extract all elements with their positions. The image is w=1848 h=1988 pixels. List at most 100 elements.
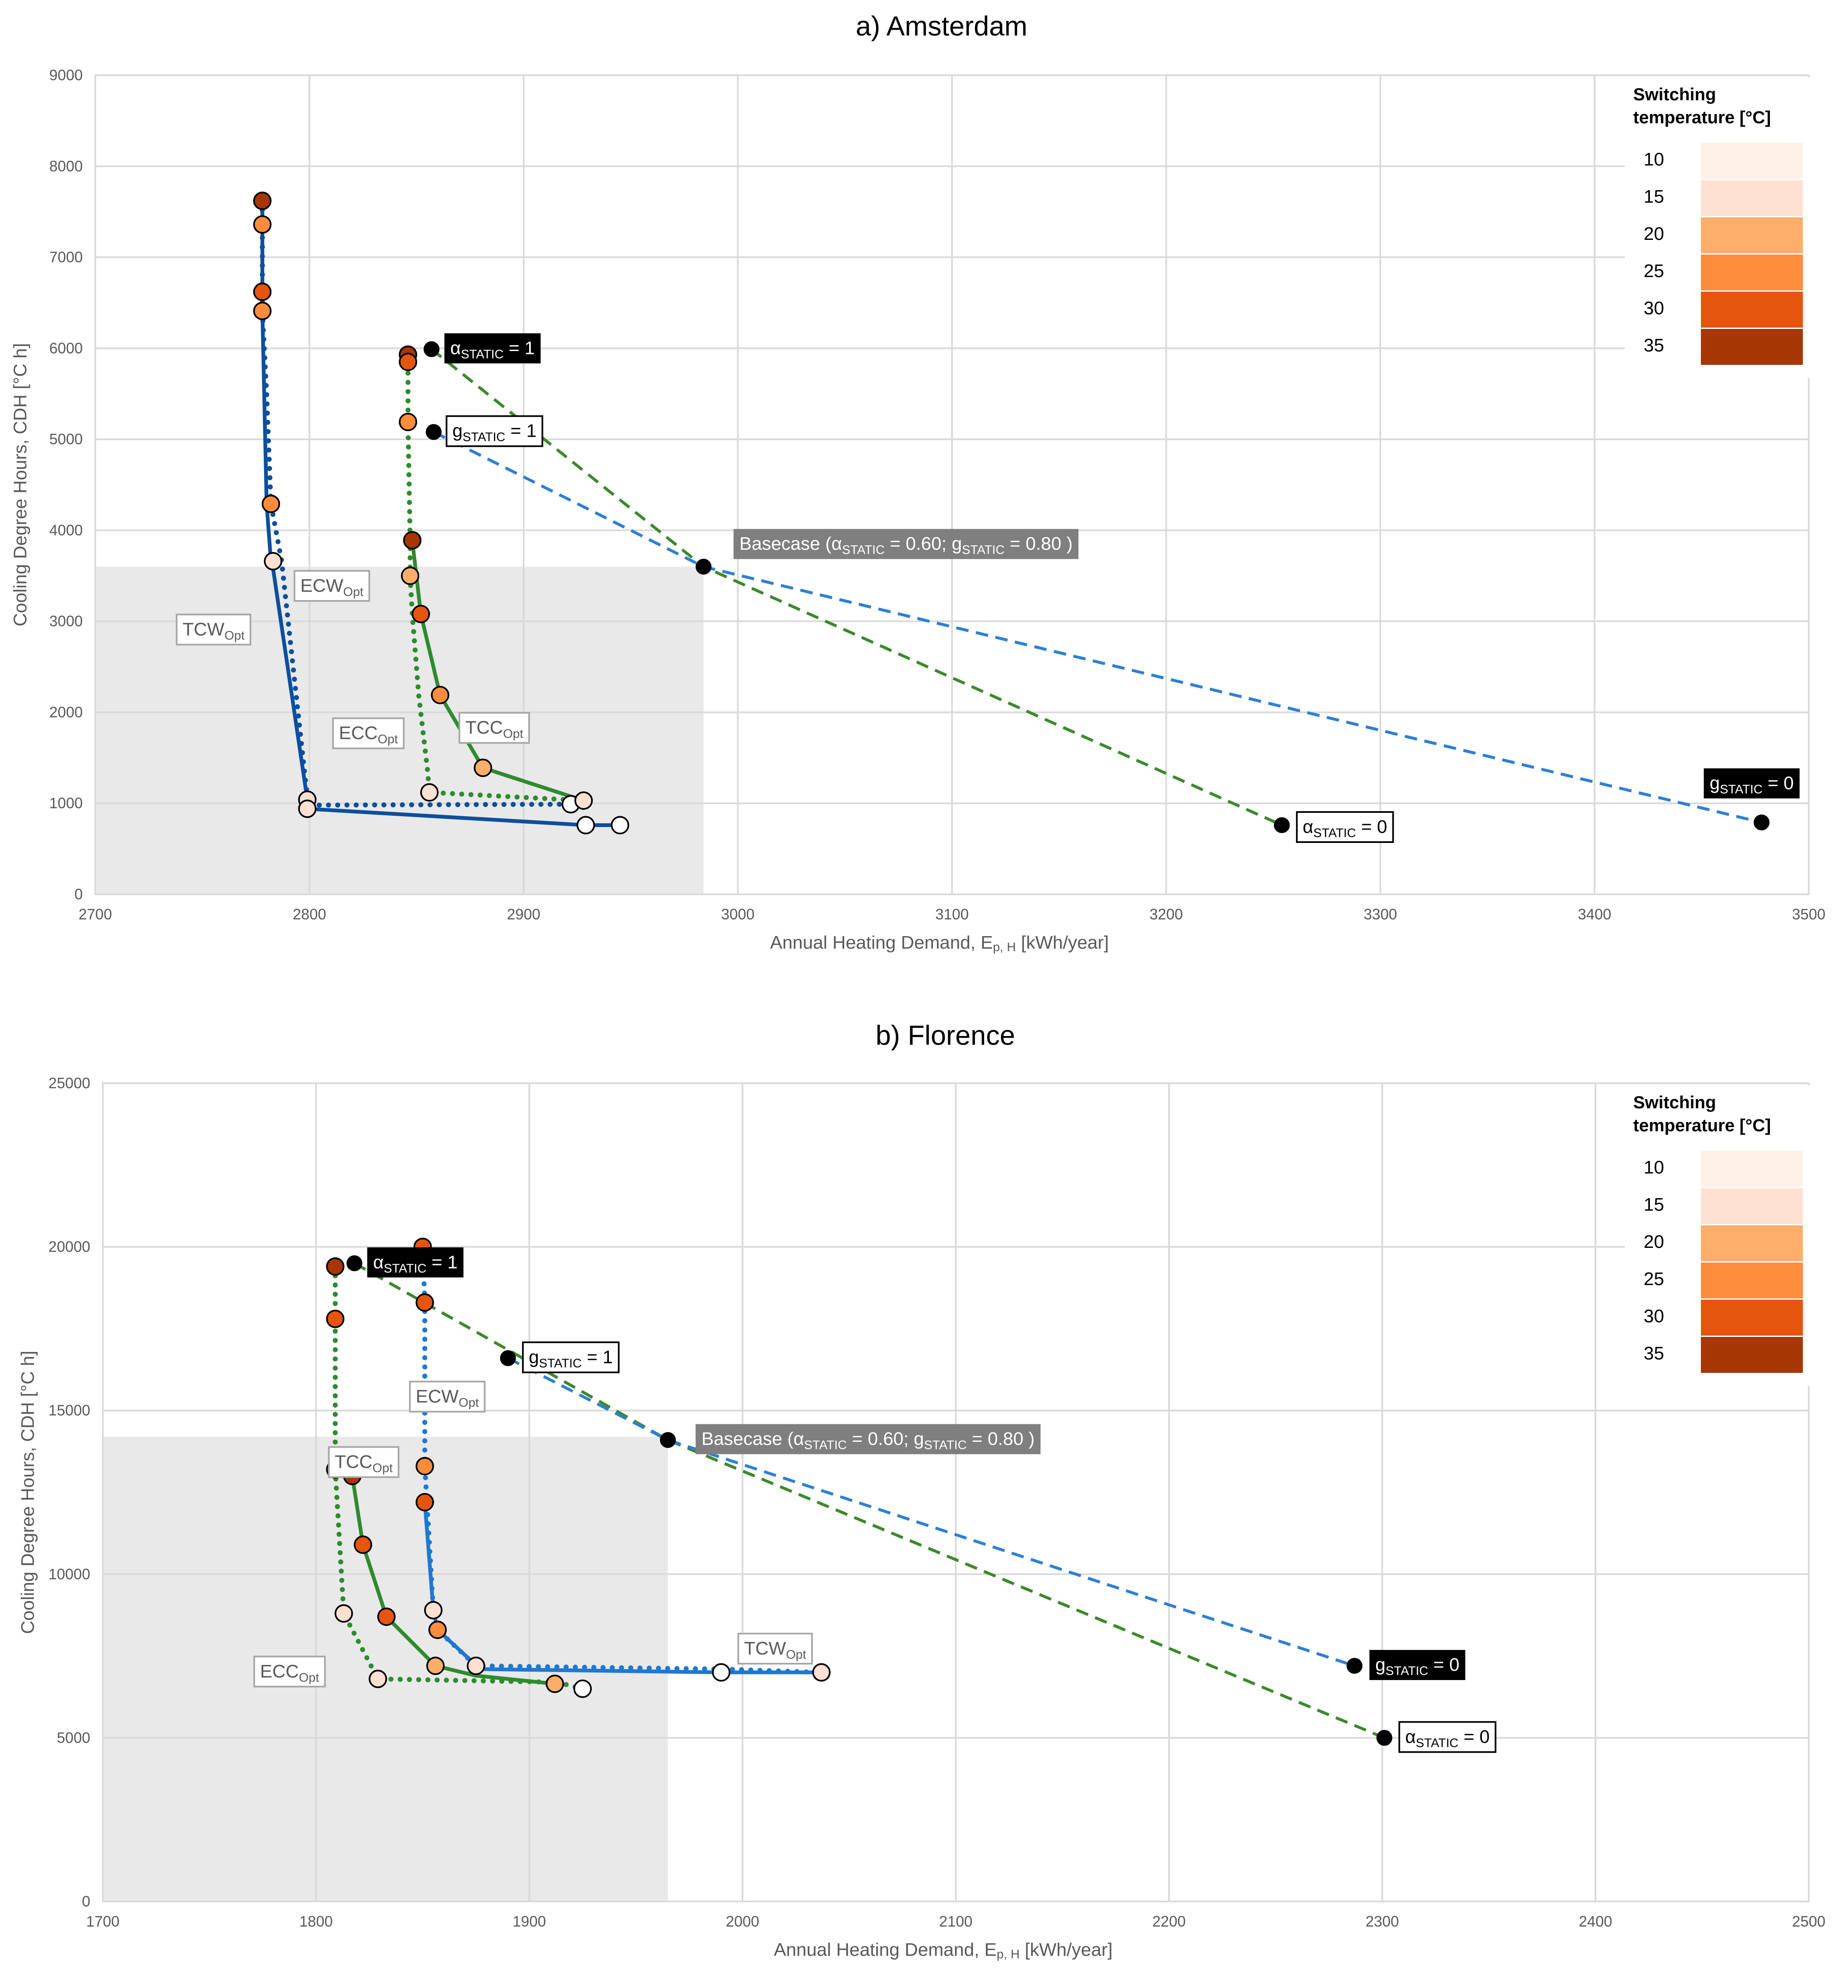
static-point [660,1432,676,1448]
switching-point [377,1607,396,1626]
plot-frame [102,1082,1810,1902]
series-line-ecc-opt-dotted [405,352,586,803]
x-tick-label: 2800 [293,906,326,923]
switching-point [412,605,430,624]
switching-point [420,783,439,802]
plot-frame [94,74,1810,895]
switching-point [473,759,492,777]
x-tick-label: 2000 [726,1913,759,1930]
legend-entry-label: 35 [1644,1343,1664,1364]
switching-point [334,1604,353,1623]
x-tick-label: 2200 [1152,1913,1186,1930]
annotation-box [733,529,1079,559]
annotation-g1: gSTATIC = 1 [445,415,543,447]
switching-point [611,816,629,835]
x-tick-label: 3400 [1578,906,1611,923]
x-tick-label: 2100 [939,1913,972,1930]
chart-title: b) Florence [876,1020,1015,1051]
x-tick-label: 2300 [1365,1913,1399,1930]
annotation-tcc: TCCOpt [458,712,530,744]
annotation-text: Basecase (αSTATIC = 0.60; gSTATIC = 0.80… [739,534,1072,557]
switching-point [426,1657,445,1675]
switching-point [253,191,272,210]
annotation-basecase: Basecase (αSTATIC = 0.60; gSTATIC = 0.80… [733,529,1079,559]
annotation-g0: gSTATIC = 0 [1703,768,1800,799]
switching-point [428,1620,447,1639]
switching-point [253,215,272,234]
switching-point [574,791,593,810]
annotation-box [1296,811,1394,843]
annotation-box [458,712,530,744]
legend-swatch [1701,180,1803,216]
legend-swatch [1701,329,1803,365]
annotation-box [332,717,405,749]
legend-swatch [1701,1300,1803,1336]
annotation-box [1398,1721,1497,1753]
x-tick-label: 1900 [512,1913,546,1930]
switching-point [466,1657,485,1675]
y-tick-label: 25000 [48,1074,90,1092]
annotation-ecw: ECWOpt [293,570,370,602]
annotation-box [293,570,370,602]
annotation-basecase: Basecase (αSTATIC = 0.60; gSTATIC = 0.80… [695,1424,1041,1454]
annotation-text: gSTATIC = 0 [1710,773,1794,796]
switching-point [253,302,272,321]
legend: Switching temperature [°C] 10 15 20 25 30 35 [1625,77,1813,378]
switching-point [399,412,417,431]
static-point [1347,1658,1363,1674]
legend-swatch [1701,143,1803,179]
y-axis-label: Cooling Degree Hours, CDH [°C h] [18,1351,38,1634]
x-tick-label: 1800 [299,1913,333,1930]
legend-swatch [1701,255,1803,290]
annotation-box [176,613,252,646]
annotation-alpha0: αSTATIC = 0 [1296,811,1394,843]
x-tick-label: 2500 [1792,1913,1825,1930]
annotation-text: αSTATIC = 1 [450,338,535,361]
static-point [425,424,442,440]
y-tick-label: 3000 [49,613,83,630]
annotation-box [1703,768,1800,799]
annotation-alpha1: αSTATIC = 1 [444,333,541,364]
y-axis-label: Cooling Degree Hours, CDH [°C h] [10,343,31,626]
legend-entry-label: 30 [1644,1306,1664,1326]
annotation-tcc: TCCOpt [328,1446,400,1478]
x-tick-label: 2700 [79,906,112,923]
legend-swatch [1701,1225,1803,1261]
y-tick-label: 2000 [49,703,83,720]
annotation-text: αSTATIC = 0 [1303,817,1387,840]
legend-entry-label: 20 [1644,1232,1664,1252]
series-line-ecw-opt-dotted [260,198,588,808]
switching-point [712,1663,731,1682]
chart-title: a) Amsterdam [856,10,1028,41]
switching-point [431,686,450,705]
static-point [695,559,712,575]
legend-entry-label: 10 [1644,1157,1664,1178]
annotation-text: TCWOpt [183,619,245,642]
annotation-text: TCCOpt [335,1452,393,1475]
switching-point [369,1670,387,1688]
annotation-box [328,1446,400,1478]
legend-entry-label: 10 [1644,149,1664,170]
annotation-text: Basecase (αSTATIC = 0.60; gSTATIC = 0.80… [701,1429,1034,1452]
annotation-text: gSTATIC = 0 [1375,1655,1459,1678]
switching-point [545,1675,564,1693]
static-point [1754,814,1770,830]
legend-entry-label: 25 [1644,1269,1664,1289]
legend-swatch [1701,292,1803,328]
x-tick-label: 3000 [721,906,754,923]
switching-point [262,494,280,513]
x-tick-label: 3500 [1792,906,1825,923]
annotation-box [737,1632,813,1665]
annotation-tcw: TCWOpt [176,613,252,646]
legend-entry-label: 15 [1644,186,1664,207]
y-tick-label: 1000 [49,794,83,812]
y-tick-label: 7000 [49,249,83,266]
annotation-box [253,1655,326,1688]
annotation-box [522,1341,620,1373]
switching-point [399,353,417,371]
x-tick-label: 1700 [86,1913,120,1930]
annotation-box [445,415,543,447]
legend-entry-label: 20 [1644,224,1664,244]
annotation-ecc: ECCOpt [332,717,405,749]
